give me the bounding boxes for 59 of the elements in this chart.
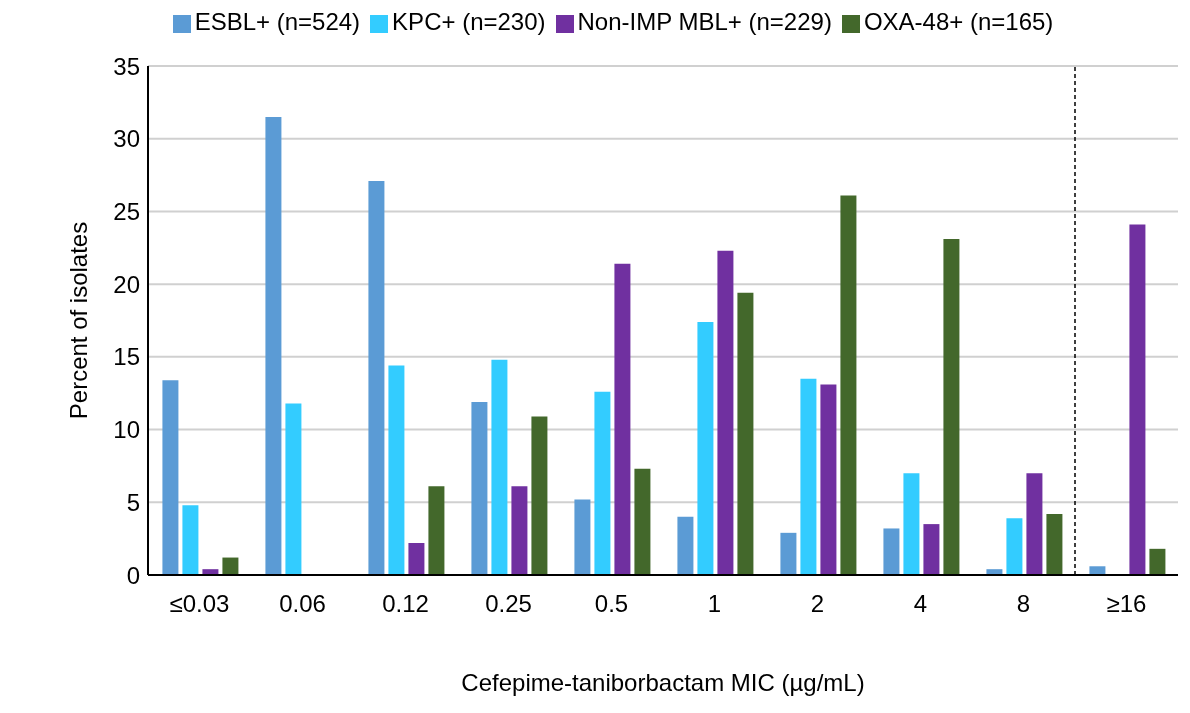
y-tick-label: 10 [113, 416, 140, 444]
bar [222, 557, 239, 575]
bar [1129, 224, 1146, 575]
bar [182, 505, 199, 575]
legend-label: OXA-48+ (n=165) [863, 8, 1054, 35]
y-tick-label: 25 [113, 197, 140, 225]
bar [1149, 548, 1166, 575]
bar [820, 384, 837, 575]
x-tick-label: 0.06 [279, 590, 326, 618]
x-tick-label: 4 [913, 590, 928, 618]
bar [634, 468, 651, 575]
bar [511, 486, 528, 575]
bar [697, 321, 714, 575]
bar [1089, 566, 1106, 575]
bar [594, 391, 611, 575]
y-tick-label: 0 [126, 561, 140, 589]
bar [491, 359, 508, 575]
y-tick-label: 5 [126, 488, 140, 516]
bar [840, 195, 857, 575]
x-tick-label: 0.5 [594, 590, 629, 618]
bar [1046, 513, 1063, 575]
bar [943, 239, 960, 575]
legend-label: Non-IMP MBL+ (n=229) [577, 8, 832, 35]
bar [717, 250, 734, 575]
bar [883, 528, 900, 575]
bar [574, 499, 591, 575]
legend-label: ESBL+ (n=524) [194, 8, 361, 35]
bar [408, 543, 425, 575]
bar [923, 524, 940, 575]
bar [265, 116, 282, 575]
bar [285, 403, 302, 575]
bar [162, 380, 179, 575]
bar [471, 401, 488, 575]
bar [677, 516, 694, 575]
y-tick-label: 30 [113, 125, 140, 153]
bar [800, 378, 817, 575]
x-tick-label: 1 [707, 590, 722, 618]
bar [780, 532, 797, 575]
x-tick-label: 0.12 [382, 590, 429, 618]
x-axis-title: Cefepime-taniborbactam MIC (µg/mL) [461, 669, 865, 696]
x-tick-label: 0.25 [485, 590, 532, 618]
bar [614, 263, 631, 575]
bar [903, 473, 920, 575]
bar [428, 486, 445, 575]
bar [1026, 473, 1043, 575]
legend-label: KPC+ (n=230) [392, 8, 546, 35]
y-tick-label: 20 [113, 270, 140, 298]
y-axis-title: Percent of isolates [64, 221, 92, 420]
x-tick-label: 8 [1016, 590, 1031, 618]
x-tick-label: 2 [810, 590, 825, 618]
bar [388, 365, 405, 575]
bar [1006, 518, 1023, 575]
bar [737, 292, 754, 575]
y-tick-label: 15 [113, 343, 140, 371]
x-tick-label: ≤0.03 [169, 590, 230, 618]
bar [368, 180, 385, 575]
x-tick-label: ≥16 [1106, 590, 1147, 618]
y-tick-label: 35 [113, 52, 140, 80]
bar [531, 416, 548, 575]
